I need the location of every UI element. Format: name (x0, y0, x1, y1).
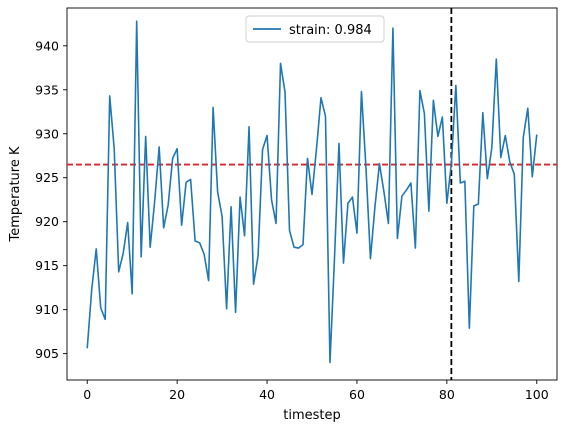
x-axis-label: timestep (283, 408, 341, 423)
x-tick-label: 20 (169, 387, 185, 402)
x-axis: 0 20 40 60 80 100 (83, 380, 549, 402)
reference-lines (67, 8, 557, 380)
y-axis: 905 910 915 920 925 930 935 940 (35, 38, 67, 361)
legend-label: strain: 0.984 (289, 23, 372, 38)
x-tick-label: 100 (525, 387, 549, 402)
y-tick-label: 910 (35, 302, 59, 317)
series-line (86, 20, 538, 364)
series-group (86, 20, 538, 364)
plot-frame (66, 7, 558, 381)
y-axis-label: Temperature K (8, 146, 23, 242)
legend: strain: 0.984 (245, 15, 385, 43)
x-tick-label: 80 (439, 387, 455, 402)
y-tick-label: 915 (35, 258, 59, 273)
y-tick-label: 920 (35, 214, 59, 229)
y-tick-label: 925 (35, 170, 59, 185)
x-tick-label: 40 (259, 387, 275, 402)
x-tick-label: 0 (83, 387, 91, 402)
x-tick-label: 60 (349, 387, 365, 402)
y-tick-label: 935 (35, 82, 59, 97)
y-tick-label: 940 (35, 38, 59, 53)
y-tick-label: 930 (35, 126, 59, 141)
y-tick-label: 905 (35, 346, 59, 361)
legend-box (245, 15, 385, 43)
